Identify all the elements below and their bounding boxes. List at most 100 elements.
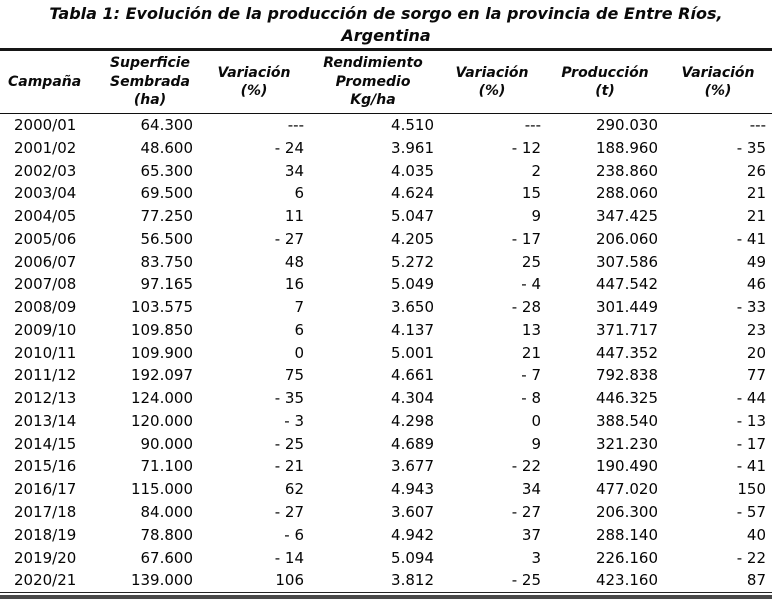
variacion-produccion-cell: 77	[746, 366, 766, 385]
rendimiento-promedio-cell: 3.961	[391, 138, 434, 157]
table-row: 2009/10 109.850 6 4.137 13 371.717 23	[0, 319, 772, 342]
produccion-cell: 206.300	[595, 503, 658, 522]
campana-cell: 2011/12	[14, 366, 77, 385]
variacion-rendimiento-cell: - 22	[511, 457, 541, 476]
table-row: 2010/11 109.900 0 5.001 21 447.352 20	[0, 342, 772, 365]
table-row: 2018/19 78.800 - 6 4.942 37 288.140 40	[0, 524, 772, 547]
superficie-sembrada-cell: 103.575	[130, 298, 193, 317]
variacion-rendimiento-cell: 9	[531, 207, 541, 226]
variacion-produccion-cell: 21	[746, 207, 766, 226]
variacion-superficie-cell: - 3	[284, 411, 304, 430]
header-row: Campaña Superficie Sembrada (ha) Variación (%…	[0, 51, 772, 114]
variacion-superficie-cell: 106	[200, 569, 308, 594]
campana-cell: 2012/13	[14, 389, 77, 408]
produccion-cell: 477.020	[595, 480, 658, 499]
variacion-superficie-cell: 7	[294, 298, 304, 317]
campana-cell: 2016/17	[14, 480, 77, 499]
rendimiento-promedio-cell: 3.607	[391, 503, 434, 522]
rendimiento-promedio-cell: 5.047	[391, 207, 434, 226]
rendimiento-promedio-cell: 4.510	[391, 116, 434, 134]
campana-cell: 2014/15	[14, 434, 77, 453]
rendimiento-promedio-cell: 4.304	[391, 389, 434, 408]
variacion-rendimiento-cell: 21	[521, 343, 541, 362]
campana-cell: 2017/18	[14, 503, 77, 522]
superficie-sembrada-cell: 192.097	[130, 366, 193, 385]
variacion-superficie-cell: 34	[284, 161, 304, 180]
variacion-superficie-cell: 75	[284, 366, 304, 385]
rendimiento-promedio-cell: 4.137	[391, 320, 434, 339]
column-header-variacion-rendimiento: Variación (%)	[438, 51, 546, 114]
superficie-sembrada-cell: 109.850	[130, 320, 193, 339]
table-row: 2001/02 48.600 - 24 3.961 - 12 188.960 - 35	[0, 137, 772, 160]
table-title: Tabla 1: Evolución de la producción de s…	[0, 0, 772, 51]
produccion-cell: 371.717	[595, 320, 658, 339]
variacion-rendimiento-cell: 3	[531, 548, 541, 567]
table-row: 2008/09 103.575 7 3.650 - 28 301.449 - 33	[0, 296, 772, 319]
variacion-superficie-cell: 6	[294, 320, 304, 339]
column-header-variacion-produccion: Variación (%)	[664, 51, 772, 114]
superficie-sembrada-cell: 139.000	[100, 569, 200, 594]
variacion-superficie-cell: - 35	[274, 389, 304, 408]
table-row: 2015/16 71.100 - 21 3.677 - 22 190.490 - 41	[0, 455, 772, 478]
campana-cell: 2004/05	[14, 207, 77, 226]
variacion-produccion-cell: - 57	[736, 503, 766, 522]
variacion-superficie-cell: 0	[294, 343, 304, 362]
campana-cell: 2008/09	[14, 298, 77, 317]
variacion-superficie-cell: 11	[284, 207, 304, 226]
column-header-superficie-sembrada: Superficie Sembrada (ha)	[100, 51, 200, 114]
produccion-cell: 792.838	[595, 366, 658, 385]
superficie-sembrada-cell: 71.100	[140, 457, 194, 476]
variacion-rendimiento-cell: 34	[521, 480, 541, 499]
rendimiento-promedio-cell: 3.677	[391, 457, 434, 476]
rendimiento-promedio-cell: 4.624	[391, 184, 434, 203]
rendimiento-promedio-cell: 4.943	[391, 480, 434, 499]
variacion-rendimiento-cell: 2	[531, 161, 541, 180]
superficie-sembrada-cell: 69.500	[140, 184, 194, 203]
table-row: 2020/21 139.000 106 3.812- 25 423.160 87	[0, 569, 772, 594]
variacion-superficie-cell: - 25	[274, 434, 304, 453]
variacion-produccion-cell: ---	[749, 116, 766, 134]
produccion-cell: 288.140	[595, 525, 658, 544]
campana-cell: 2006/07	[14, 252, 77, 271]
superficie-sembrada-cell: 120.000	[130, 411, 193, 430]
table-bottom-border	[0, 595, 772, 600]
superficie-sembrada-cell: 77.250	[140, 207, 194, 226]
variacion-superficie-cell: - 14	[274, 548, 304, 567]
variacion-superficie-cell: 16	[284, 275, 304, 294]
produccion-cell: 206.060	[595, 229, 658, 248]
rendimiento-promedio-cell: 5.001	[391, 343, 434, 362]
table-row: 2019/20 67.600 - 14 5.094 3 226.160 - 22	[0, 547, 772, 570]
rendimiento-promedio-cell: 4.661	[391, 366, 434, 385]
variacion-rendimiento-cell: - 28	[511, 298, 541, 317]
variacion-produccion-cell: 46	[746, 275, 766, 294]
variacion-rendimiento-cell: - 4	[521, 275, 541, 294]
campana-cell: 2015/16	[14, 457, 77, 476]
variacion-produccion-cell: 20	[746, 343, 766, 362]
produccion-cell: 238.860	[595, 161, 658, 180]
superficie-sembrada-cell: 115.000	[130, 480, 193, 499]
variacion-produccion-cell: - 41	[736, 457, 766, 476]
table-row: 2003/04 69.500 6 4.624 15 288.060 21	[0, 182, 772, 205]
variacion-produccion-cell: 23	[746, 320, 766, 339]
variacion-superficie-cell: - 27	[274, 229, 304, 248]
rendimiento-promedio-cell: 5.094	[391, 548, 434, 567]
variacion-produccion-cell: 150	[737, 480, 766, 499]
campana-cell: 2007/08	[14, 275, 77, 294]
table-row: 2014/15 90.000 - 25 4.689 9 321.230 - 17	[0, 433, 772, 456]
rendimiento-promedio-cell: 4.298	[391, 411, 434, 430]
produccion-cell: 347.425	[595, 207, 658, 226]
variacion-produccion-cell: 49	[746, 252, 766, 271]
table-row: 2017/18 84.000 - 27 3.607 - 27 206.300 - 57	[0, 501, 772, 524]
variacion-produccion-cell: 87	[664, 569, 772, 594]
table-body: 2000/01 64.300 --- 4.510 --- 290.030 --- 2001/0…	[0, 114, 772, 594]
campana-cell: 2018/19	[14, 525, 77, 544]
produccion-cell: 447.542	[595, 275, 658, 294]
variacion-superficie-cell: ---	[287, 116, 304, 134]
produccion-cell: 226.160	[595, 548, 658, 567]
variacion-superficie-cell: 48	[284, 252, 304, 271]
produccion-cell: 446.325	[595, 389, 658, 408]
variacion-rendimiento-cell: 25	[521, 252, 541, 271]
campana-cell: 2002/03	[14, 161, 77, 180]
rendimiento-promedio-cell: 5.272	[391, 252, 434, 271]
